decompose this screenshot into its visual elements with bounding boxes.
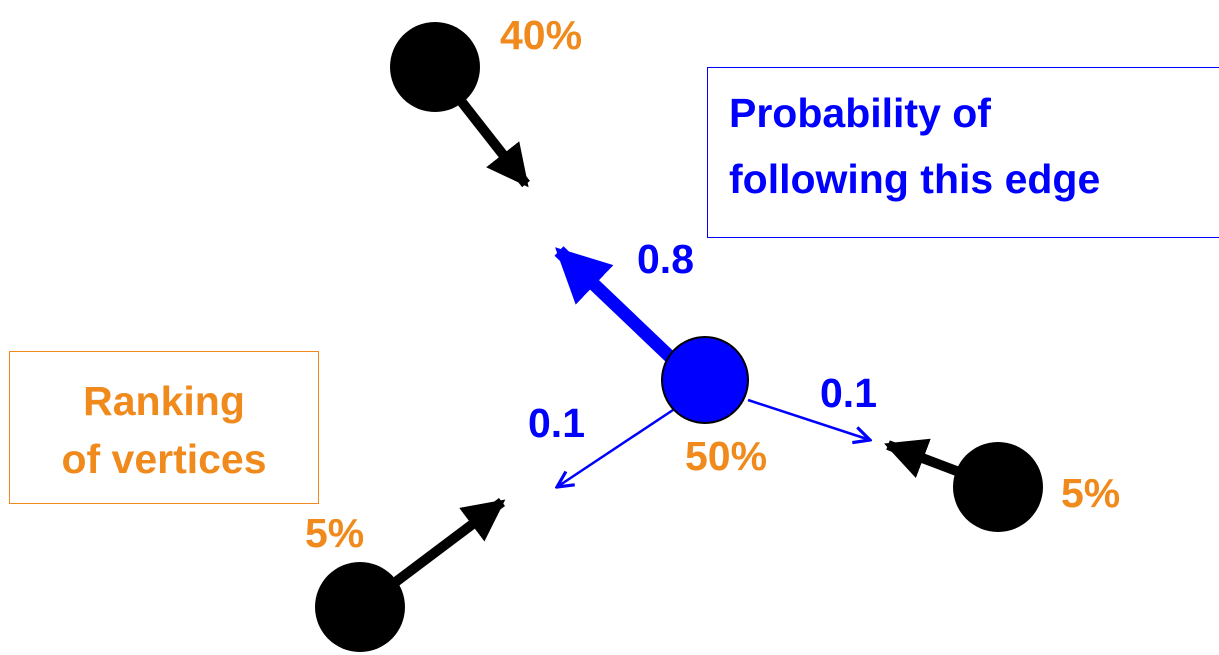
probability-label-lower-left: 0.1 [528, 400, 585, 446]
probability-label-right: 0.1 [820, 370, 877, 416]
probability-label-upper-left: 0.8 [637, 236, 694, 282]
edge-to-lower-left [557, 408, 674, 487]
vertex-bottom-left [315, 562, 405, 652]
edge-to-upper-left [554, 246, 693, 379]
edge-probability-legend: Probability of following this edge [707, 67, 1219, 238]
rank-label-bottom-left: 5% [305, 510, 365, 556]
edge-top-left-in [457, 97, 530, 188]
vertex-center [661, 336, 749, 424]
vertex-ranking-legend-line-1: Ranking [83, 378, 245, 424]
vertex-ranking-legend: Ranking of vertices [9, 351, 319, 504]
rank-label-right: 5% [1061, 470, 1121, 516]
vertex-top-left [390, 22, 480, 112]
edge-probability-legend-line-2: following this edge [729, 156, 1101, 202]
rank-label-top-left: 40% [500, 12, 583, 58]
edge-probability-legend-line-1: Probability of [729, 90, 991, 136]
rank-label-center: 50% [685, 433, 768, 479]
edge-bottom-left-in [373, 498, 506, 600]
edge-to-right [747, 398, 870, 440]
vertex-right [953, 442, 1043, 532]
vertex-ranking-legend-line-2: of vertices [61, 436, 267, 482]
